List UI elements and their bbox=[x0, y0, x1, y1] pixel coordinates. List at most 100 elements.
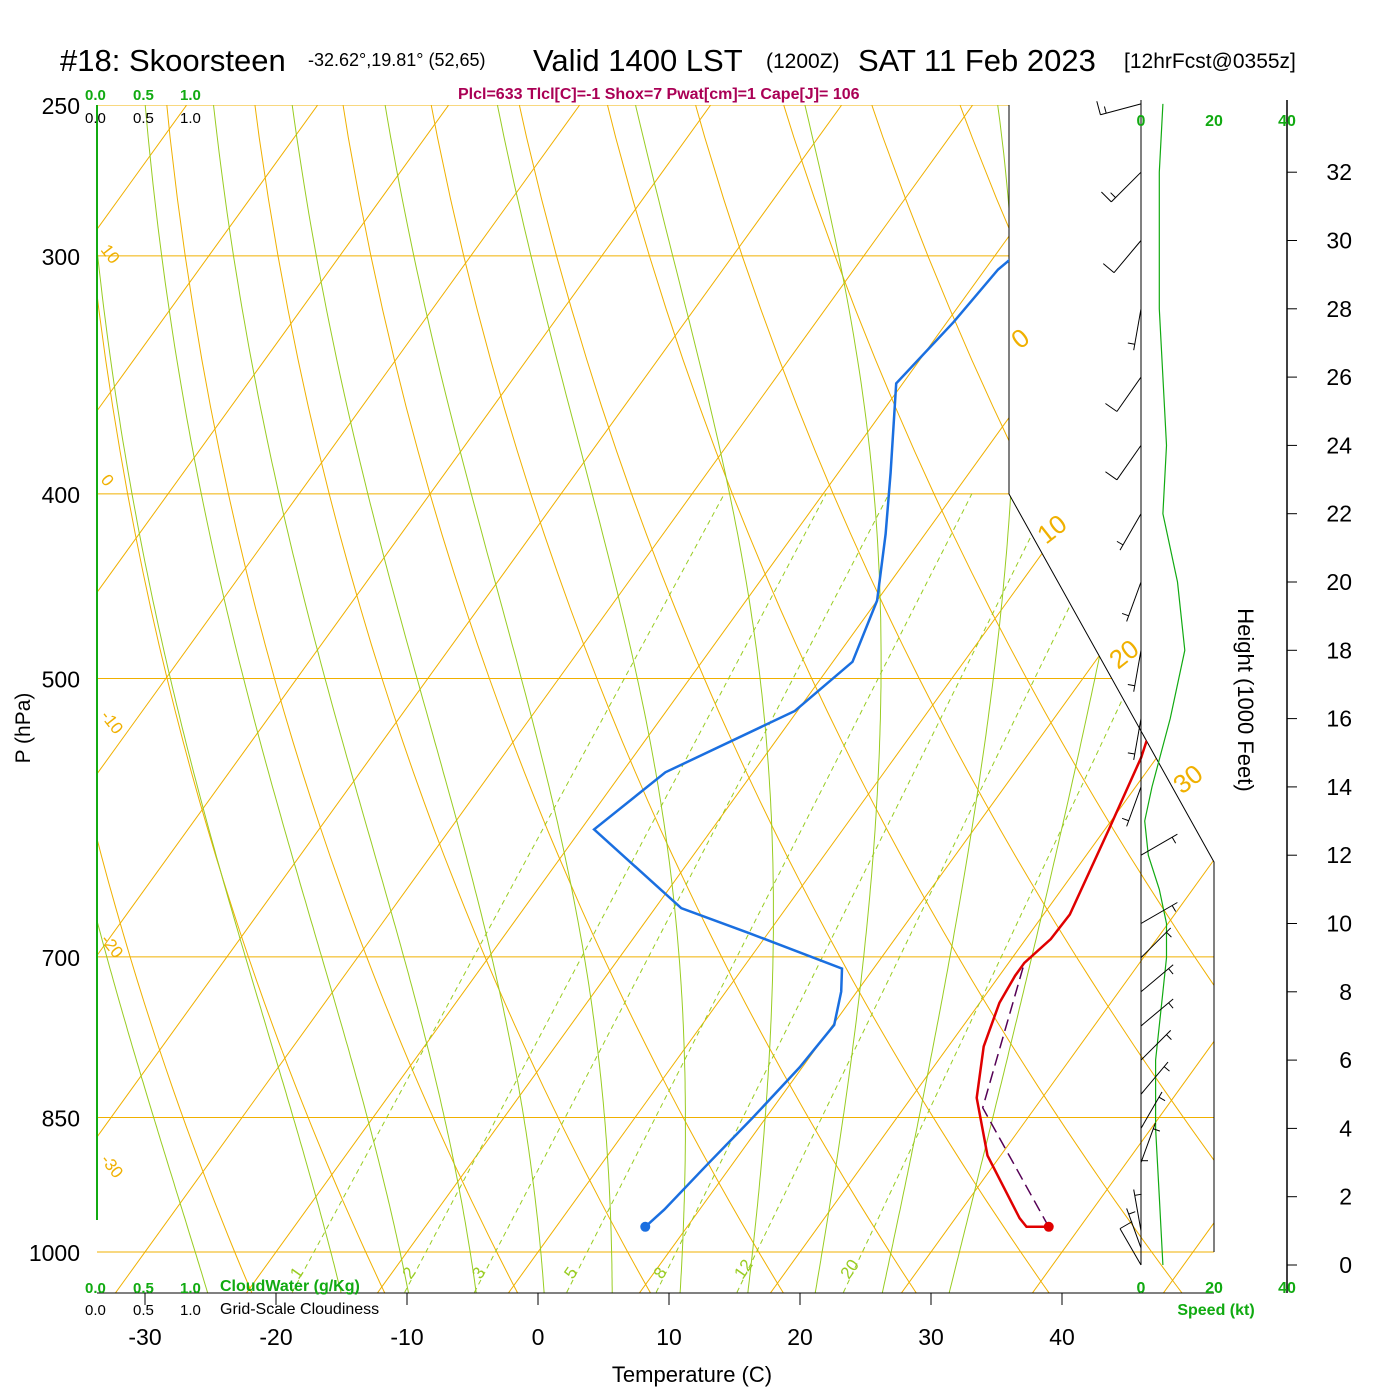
x-tick-label: -20 bbox=[259, 1324, 292, 1350]
height-tick-label: 20 bbox=[1326, 569, 1352, 595]
isotherm-label: -10 bbox=[97, 707, 127, 738]
dry-adiabat-line bbox=[162, 105, 539, 1293]
speed-tick-label-bottom: 0 bbox=[1137, 1280, 1146, 1297]
height-tick-label: 2 bbox=[1339, 1184, 1352, 1210]
height-tick-label: 26 bbox=[1326, 364, 1352, 390]
wind-barb bbox=[1105, 445, 1142, 481]
moist-adiabat-line bbox=[379, 105, 613, 1293]
forecast-text: [12hrFcst@0355z] bbox=[1124, 50, 1296, 73]
isotherm-line bbox=[97, 105, 343, 1293]
background-lines bbox=[97, 71, 1400, 1331]
dry-adiabat-line bbox=[1383, 71, 1400, 1331]
speed-tick-label-top: 40 bbox=[1278, 113, 1296, 130]
speed-tick-label-bottom: 20 bbox=[1205, 1280, 1223, 1297]
plot-frame bbox=[96, 100, 1297, 1305]
x-axis-title: Temperature (C) bbox=[612, 1362, 772, 1387]
isotherm-label: 10 bbox=[1031, 508, 1072, 549]
parcel-line bbox=[981, 962, 1050, 1228]
date-text: SAT 11 Feb 2023 bbox=[858, 43, 1096, 78]
isotherm-label: -30 bbox=[97, 1151, 127, 1182]
isotherm-line bbox=[480, 105, 1214, 1293]
dry-adiabat-line bbox=[97, 105, 269, 1293]
wind-barb bbox=[1140, 1061, 1170, 1095]
mixing-ratio-line bbox=[291, 493, 725, 1293]
dry-adiabat-line bbox=[1296, 71, 1400, 1331]
station-title: #18: Skoorsteen bbox=[60, 43, 286, 78]
wind-barb bbox=[1140, 902, 1178, 924]
wind-barb bbox=[1127, 308, 1142, 351]
dry-adiabat-line bbox=[97, 105, 404, 1293]
plot-boundary bbox=[1008, 105, 1215, 1252]
moist-adiabat-line bbox=[627, 105, 774, 1293]
y-tick-label: 700 bbox=[42, 945, 80, 971]
height-tick-label: 22 bbox=[1326, 501, 1352, 527]
wind-barb bbox=[1126, 1208, 1142, 1249]
wind-barb bbox=[1102, 240, 1142, 274]
isotherm-line bbox=[97, 105, 605, 1293]
wind-barb bbox=[1105, 376, 1142, 412]
isotherm-line bbox=[611, 105, 1214, 1293]
dry-adiabat-line bbox=[250, 105, 673, 1293]
mixing-ratio-label: 3 bbox=[468, 1264, 489, 1283]
mixing-ratio-line bbox=[404, 493, 827, 1293]
mixing-ratio-label: 2 bbox=[399, 1264, 420, 1283]
height-tick-label: 32 bbox=[1326, 159, 1352, 185]
cloud-scale-bottom-green-1: 0.5 bbox=[133, 1280, 154, 1297]
moist-adiabat-line bbox=[209, 105, 482, 1293]
cloud-scale-bottom-green-0: 0.0 bbox=[85, 1280, 106, 1297]
x-tick-label: 0 bbox=[532, 1324, 545, 1350]
wind-barb bbox=[1133, 1189, 1142, 1231]
y-tick-label: 1000 bbox=[29, 1240, 80, 1266]
height-tick-label: 8 bbox=[1339, 979, 1352, 1005]
y-axis-title: P (hPa) bbox=[12, 693, 35, 764]
isotherm-line bbox=[97, 105, 474, 1293]
wind-barb bbox=[1140, 833, 1178, 856]
moist-adiabat-line bbox=[873, 105, 1016, 1293]
dry-adiabat-line bbox=[424, 105, 942, 1293]
isotherm-line bbox=[1135, 105, 1214, 1293]
x-tick-label: 30 bbox=[918, 1324, 944, 1350]
speed-tick-label-top: 20 bbox=[1205, 113, 1223, 130]
dewpoint-surface-dot bbox=[640, 1221, 651, 1232]
y-tick-label: 300 bbox=[42, 244, 80, 270]
mixing-ratio-label: 5 bbox=[560, 1264, 581, 1283]
dry-adiabat-line bbox=[859, 105, 1214, 1293]
height-tick-label: 24 bbox=[1326, 432, 1352, 458]
y-tick-label: 500 bbox=[42, 667, 80, 693]
station-coords: -32.62°,19.81° (52,65) bbox=[308, 50, 486, 70]
chart-labels: 1 2 3 5 8 12 20100-10-20-300102030250300400500… bbox=[29, 93, 1352, 1350]
cloud-scale-bottom-black-0: 0.0 bbox=[85, 1302, 106, 1319]
height-tick-label: 18 bbox=[1326, 637, 1352, 663]
wind-barb bbox=[1140, 964, 1174, 993]
mixing-ratio-label: 8 bbox=[650, 1264, 671, 1283]
isotherm-line bbox=[97, 105, 998, 1293]
zulu-time: (1200Z) bbox=[766, 50, 840, 73]
cloudiness-label: Grid-Scale Cloudiness bbox=[220, 1301, 379, 1318]
wind-barb bbox=[1140, 927, 1172, 959]
isotherm-line bbox=[218, 105, 1129, 1293]
dry-adiabat-line bbox=[337, 105, 808, 1293]
wind-barb bbox=[1096, 101, 1142, 116]
x-tick-label: -30 bbox=[128, 1324, 161, 1350]
moist-adiabat-line bbox=[97, 105, 220, 1293]
wind-barb bbox=[1101, 171, 1142, 203]
mixing-ratio-line bbox=[736, 493, 1125, 1293]
x-tick-label: -10 bbox=[390, 1324, 423, 1350]
cloud-scale-bottom-black-1: 0.5 bbox=[133, 1302, 154, 1319]
speed-axis-title: Speed (kt) bbox=[1177, 1302, 1254, 1319]
y-tick-label: 250 bbox=[42, 93, 80, 119]
cloud-scale-top-black-2: 1.0 bbox=[180, 110, 201, 127]
dry-adiabat-line bbox=[511, 105, 1077, 1293]
isotherm-label: 0 bbox=[97, 471, 118, 490]
height-tick-label: 28 bbox=[1326, 296, 1352, 322]
cloud-scale-top-green-1: 0.5 bbox=[133, 87, 154, 104]
wind-barb bbox=[1119, 1221, 1142, 1266]
isotherm-line bbox=[873, 105, 1214, 1293]
dry-adiabat-line bbox=[1033, 105, 1214, 1293]
height-tick-label: 16 bbox=[1326, 706, 1352, 732]
wind-barb bbox=[1121, 786, 1142, 827]
moist-adiabat-line bbox=[490, 105, 686, 1293]
mixing-ratio-line bbox=[566, 493, 973, 1293]
wind-barb bbox=[1116, 513, 1142, 551]
